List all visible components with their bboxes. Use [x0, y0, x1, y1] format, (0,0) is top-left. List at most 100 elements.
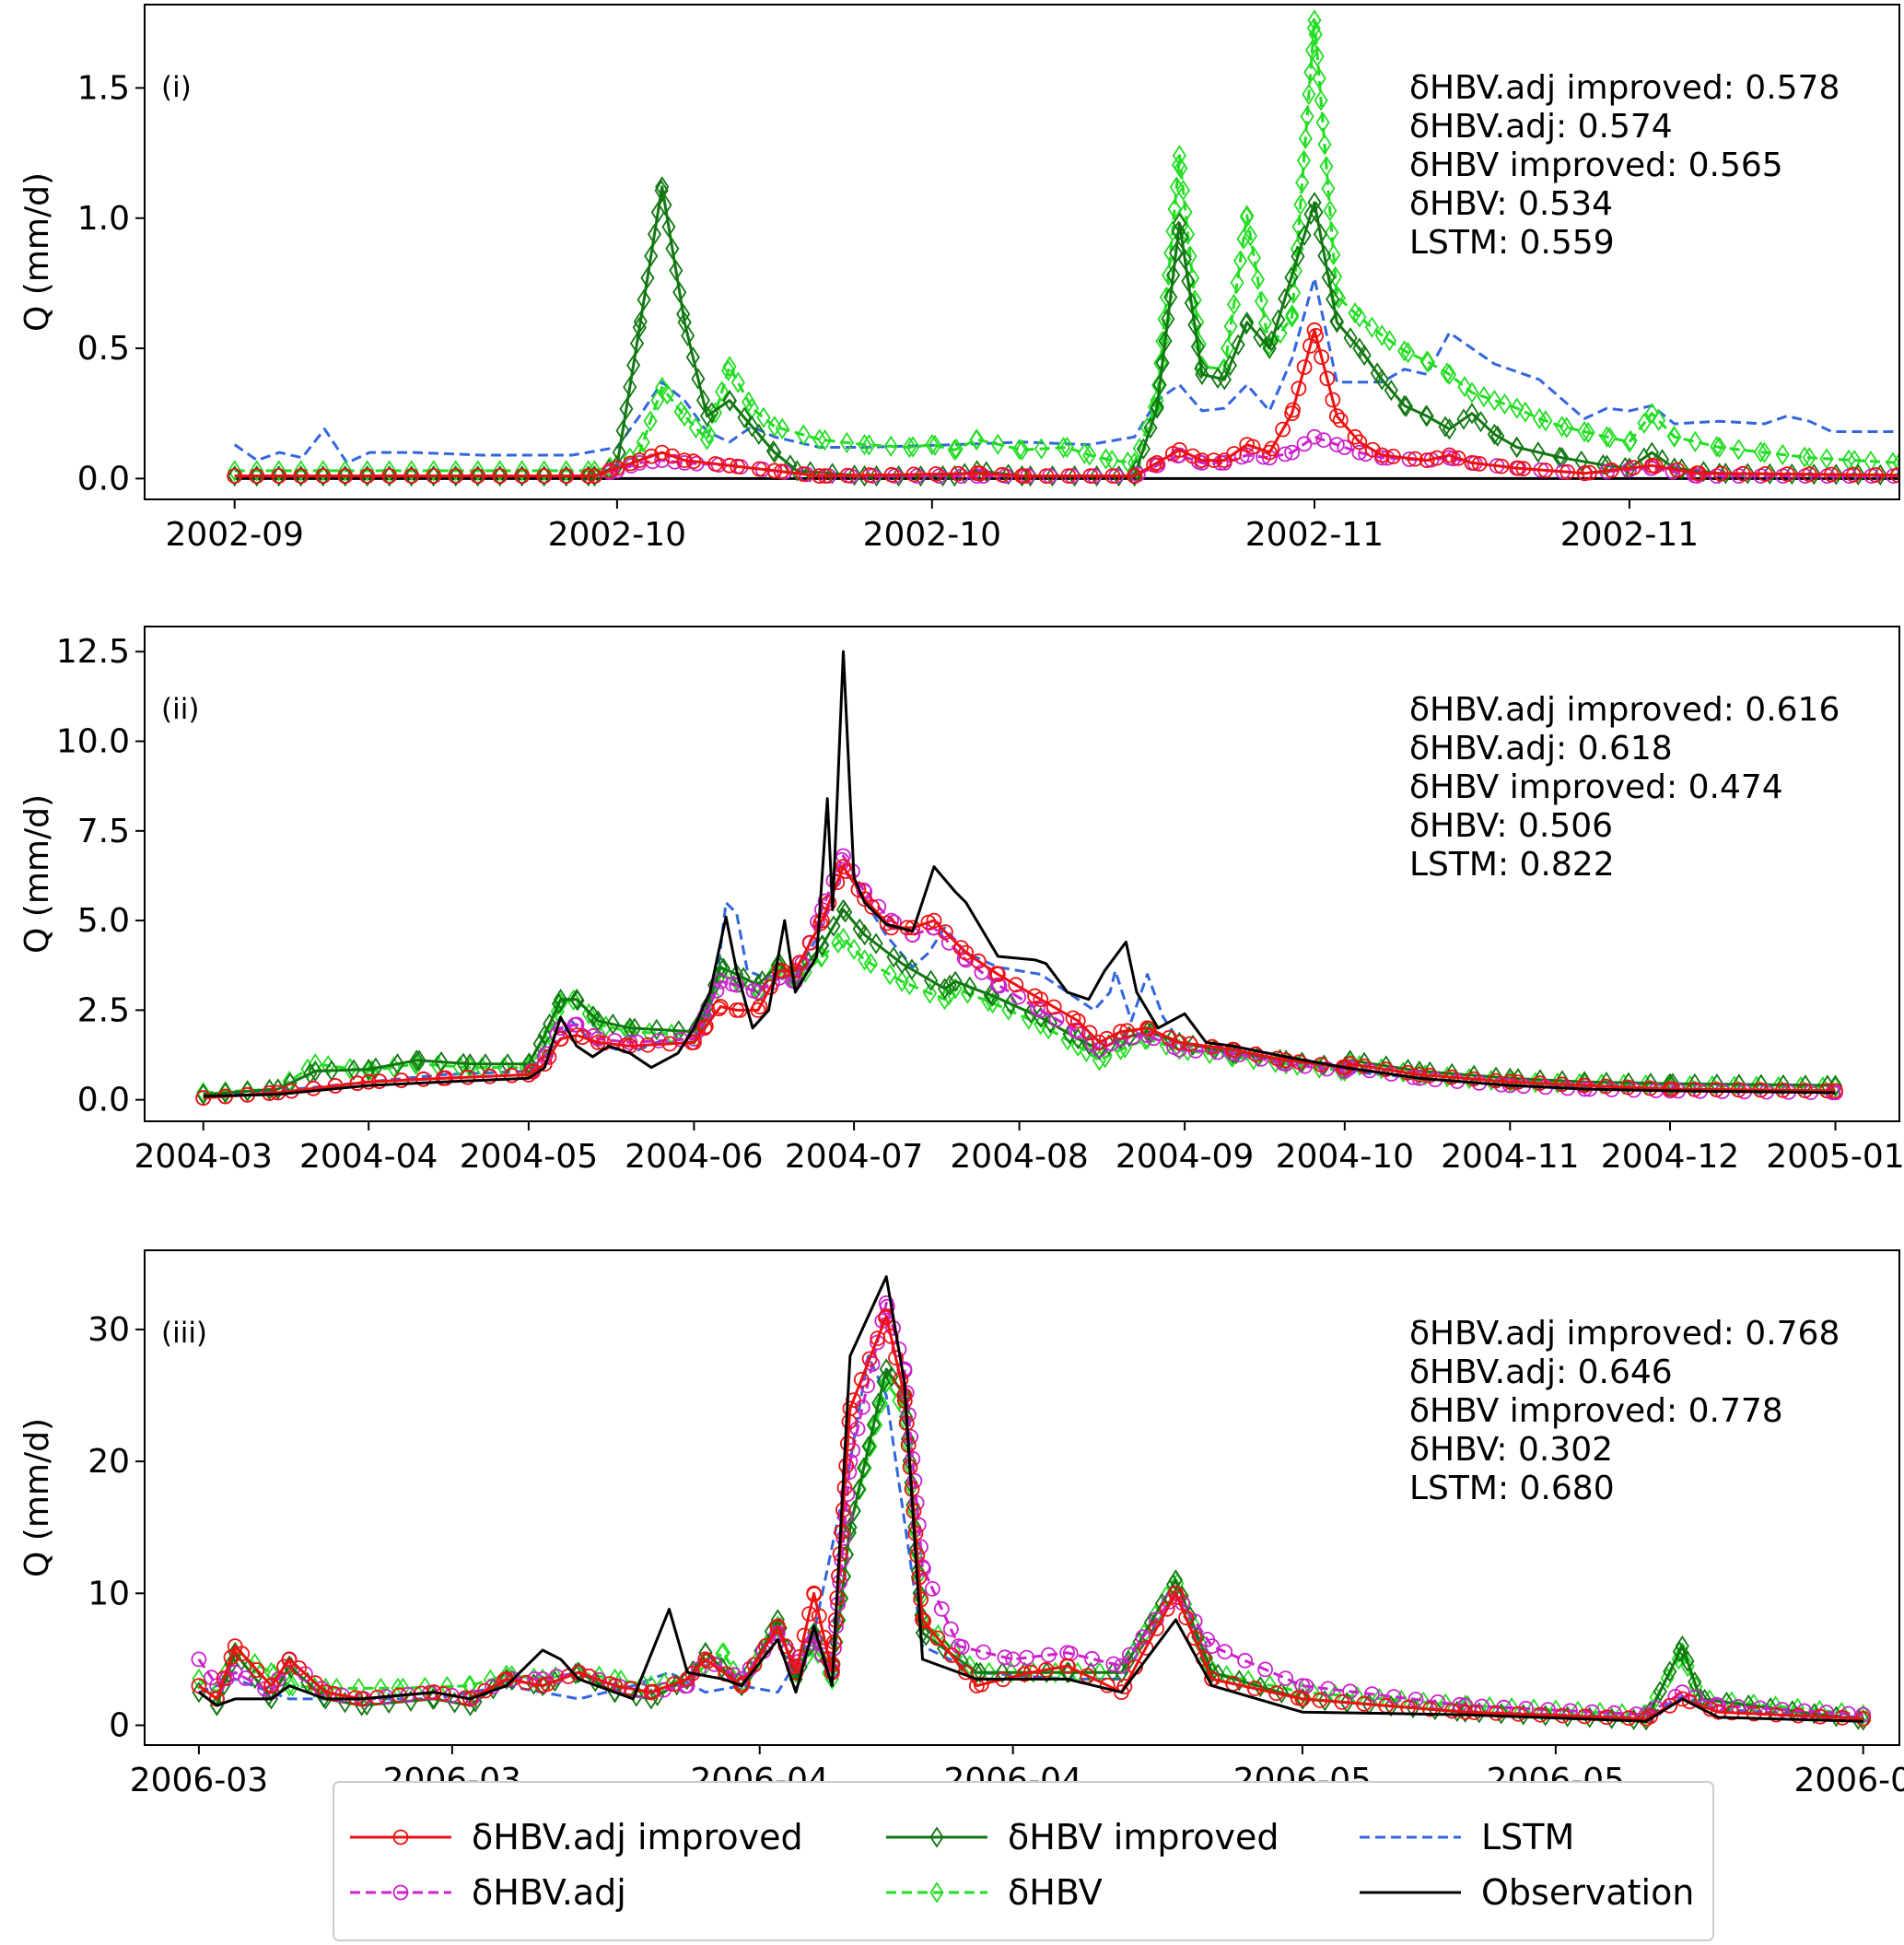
point-dhbv-adj-improved [752, 999, 768, 1014]
legend-item-dhbv: δHBV [886, 1872, 1103, 1913]
point-dhbv-improved [308, 1060, 322, 1083]
x-tick-label: 2004-09 [1116, 1138, 1254, 1176]
point-dhbv-adj-improved [1735, 465, 1751, 482]
point-dhbv-adj-improved [958, 944, 975, 961]
point-dhbv-improved [744, 416, 759, 438]
point-dhbv-adj [1277, 446, 1293, 463]
legend-label: δHBV [1008, 1872, 1103, 1913]
point-dhbv-improved [752, 423, 766, 446]
point-dhbv [1286, 282, 1302, 304]
point-dhbv-adj-improved [1099, 1030, 1115, 1047]
point-dhbv-adj-improved [263, 1677, 280, 1693]
point-dhbv-adj-improved [1116, 1679, 1133, 1694]
point-dhbv [548, 1666, 563, 1688]
point-dhbv-adj-improved [1016, 468, 1033, 484]
legend-swatch-marker [392, 1884, 409, 1901]
point-dhbv-adj-improved [1598, 1709, 1615, 1726]
point-dhbv-improved [1060, 1661, 1075, 1683]
point-dhbv-adj [910, 1517, 927, 1533]
point-dhbv-adj-improved [1674, 1691, 1690, 1707]
point-dhbv [879, 1371, 894, 1394]
point-dhbv-adj-improved [821, 895, 837, 911]
point-dhbv-improved [449, 464, 463, 487]
point-dhbv-improved [1284, 266, 1299, 288]
point-dhbv-improved [669, 259, 683, 282]
point-dhbv-adj [1364, 1686, 1380, 1703]
point-dhbv [1092, 1049, 1107, 1072]
point-dhbv-improved [861, 1435, 876, 1458]
point-dhbv [294, 460, 309, 482]
point-dhbv-adj-improved [293, 468, 310, 484]
point-dhbv [861, 434, 876, 456]
point-dhbv-adj-improved [1246, 1681, 1263, 1696]
point-dhbv-improved [963, 976, 977, 998]
point-dhbv-adj-improved [609, 460, 625, 476]
point-dhbv-improved [866, 1413, 881, 1436]
point-dhbv [1797, 446, 1812, 468]
point-dhbv-adj-improved [711, 1001, 728, 1017]
point-dhbv-improved [1474, 410, 1489, 433]
point-dhbv-improved [626, 354, 641, 377]
metric-annotation: δHBV.adj: 0.574 [1409, 108, 1673, 146]
point-dhbv-adj-improved [1758, 466, 1773, 482]
point-dhbv-adj-improved [1127, 468, 1143, 484]
point-dhbv-adj [997, 1649, 1013, 1666]
point-dhbv-improved [1023, 1002, 1038, 1025]
point-dhbv [949, 438, 964, 461]
metric-annotation: δHBV.adj improved: 0.616 [1409, 691, 1840, 729]
point-dhbv-adj-improved [1775, 1082, 1791, 1098]
point-dhbv-adj-improved [730, 458, 745, 475]
point-dhbv-improved [698, 1642, 713, 1664]
point-dhbv [869, 1413, 883, 1436]
point-dhbv-improved [409, 1049, 424, 1072]
point-dhbv-adj-improved [1855, 1711, 1872, 1727]
point-dhbv [426, 460, 441, 482]
point-dhbv-improved [1034, 1006, 1048, 1028]
point-dhbv-adj-improved [676, 452, 693, 469]
series-line-observation [198, 1275, 1863, 1723]
point-dhbv-improved [1265, 330, 1279, 352]
point-dhbv-improved [1374, 369, 1389, 391]
point-dhbv-improved [1181, 270, 1196, 292]
point-dhbv-adj-improved [460, 1069, 476, 1085]
point-dhbv-improved [462, 1053, 477, 1075]
point-dhbv [1442, 363, 1457, 385]
point-dhbv-improved [1856, 1709, 1871, 1731]
y-tick-label: 2.5 [77, 991, 130, 1029]
point-dhbv-adj-improved [879, 915, 895, 931]
point-dhbv-adj-improved [1554, 1707, 1571, 1724]
point-dhbv-improved [239, 1080, 255, 1103]
metric-annotation: δHBV improved: 0.565 [1409, 146, 1783, 184]
point-dhbv [360, 460, 375, 482]
point-dhbv-adj [238, 1670, 254, 1686]
metric-annotation: LSTM: 0.559 [1409, 224, 1615, 262]
point-dhbv-improved [1398, 395, 1414, 417]
y-tick-label: 20 [88, 1443, 130, 1481]
point-dhbv-adj [729, 977, 745, 993]
point-dhbv-adj-improved [1509, 460, 1525, 476]
point-dhbv [1477, 385, 1491, 408]
point-dhbv [1644, 403, 1659, 425]
point-dhbv-improved [1698, 1688, 1712, 1711]
point-dhbv-improved [368, 1057, 383, 1079]
point-dhbv-improved [685, 346, 700, 369]
point-dhbv-adj-improved [905, 920, 921, 936]
point-dhbv [636, 1673, 650, 1695]
point-dhbv-adj-improved [1291, 381, 1307, 397]
series-line-dhbv-improved [234, 185, 1899, 478]
point-dhbv [1082, 444, 1097, 466]
point-dhbv [1232, 250, 1248, 272]
point-dhbv-improved [404, 464, 419, 487]
point-dhbv-adj-improved [1812, 1708, 1828, 1725]
point-dhbv [1753, 441, 1768, 463]
point-dhbv [1302, 83, 1316, 106]
point-dhbv-adj-improved [1464, 454, 1480, 471]
point-dhbv-improved [1166, 1574, 1181, 1596]
point-dhbv [902, 974, 917, 996]
point-dhbv-adj-improved [1559, 463, 1576, 480]
point-dhbv [1487, 389, 1501, 412]
point-dhbv-improved [1307, 192, 1322, 214]
plot-frame [144, 626, 1900, 1122]
point-dhbv-adj [1315, 432, 1332, 449]
point-dhbv-improved [1397, 394, 1412, 416]
